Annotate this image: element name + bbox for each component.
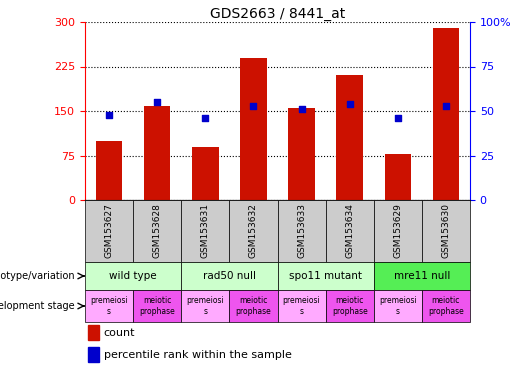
Bar: [181, 200, 229, 262]
Bar: [181, 262, 278, 290]
Text: genotype/variation: genotype/variation: [0, 271, 75, 281]
Point: [105, 111, 113, 118]
Text: count: count: [104, 328, 135, 338]
Point: [442, 103, 450, 109]
Title: GDS2663 / 8441_at: GDS2663 / 8441_at: [210, 7, 345, 21]
Bar: [240, 58, 267, 200]
Text: percentile rank within the sample: percentile rank within the sample: [104, 350, 291, 360]
Bar: [229, 290, 278, 322]
Point: [346, 101, 354, 107]
Bar: [385, 154, 411, 200]
Text: development stage: development stage: [0, 301, 75, 311]
Text: mre11 null: mre11 null: [393, 271, 450, 281]
Bar: [422, 290, 470, 322]
Point: [298, 106, 306, 112]
Bar: [133, 200, 181, 262]
Text: meiotic
prophase: meiotic prophase: [235, 296, 271, 316]
Text: GSM153628: GSM153628: [152, 204, 162, 258]
Bar: [85, 200, 133, 262]
Text: GSM153634: GSM153634: [345, 204, 354, 258]
Bar: [374, 200, 422, 262]
Bar: [85, 290, 133, 322]
Text: GSM153629: GSM153629: [393, 204, 402, 258]
Bar: [278, 262, 374, 290]
Text: rad50 null: rad50 null: [203, 271, 256, 281]
Point: [153, 99, 161, 105]
Text: GSM153632: GSM153632: [249, 204, 258, 258]
Text: premeiosi
s: premeiosi s: [90, 296, 128, 316]
Bar: [278, 290, 325, 322]
Text: GSM153630: GSM153630: [441, 204, 451, 258]
Point: [201, 115, 210, 121]
Bar: [85, 262, 181, 290]
Bar: [181, 290, 229, 322]
Bar: [133, 290, 181, 322]
Bar: [433, 28, 459, 200]
Text: premeiosi
s: premeiosi s: [379, 296, 417, 316]
Bar: [192, 147, 218, 200]
Bar: [325, 200, 374, 262]
Point: [249, 103, 258, 109]
Text: spo11 mutant: spo11 mutant: [289, 271, 362, 281]
Text: premeiosi
s: premeiosi s: [283, 296, 320, 316]
Text: meiotic
prophase: meiotic prophase: [428, 296, 464, 316]
Text: wild type: wild type: [109, 271, 157, 281]
Bar: [422, 200, 470, 262]
Bar: [96, 141, 122, 200]
Text: GSM153627: GSM153627: [105, 204, 114, 258]
Bar: [229, 200, 278, 262]
Text: meiotic
prophase: meiotic prophase: [332, 296, 368, 316]
Text: premeiosi
s: premeiosi s: [186, 296, 224, 316]
Bar: [336, 75, 363, 200]
Point: [393, 115, 402, 121]
Bar: [88, 347, 99, 362]
Text: GSM153631: GSM153631: [201, 204, 210, 258]
Bar: [278, 200, 325, 262]
Bar: [374, 290, 422, 322]
Text: GSM153633: GSM153633: [297, 204, 306, 258]
Bar: [374, 262, 470, 290]
Bar: [288, 108, 315, 200]
Bar: [144, 106, 170, 200]
Bar: [88, 325, 99, 339]
Text: meiotic
prophase: meiotic prophase: [140, 296, 175, 316]
Bar: [325, 290, 374, 322]
